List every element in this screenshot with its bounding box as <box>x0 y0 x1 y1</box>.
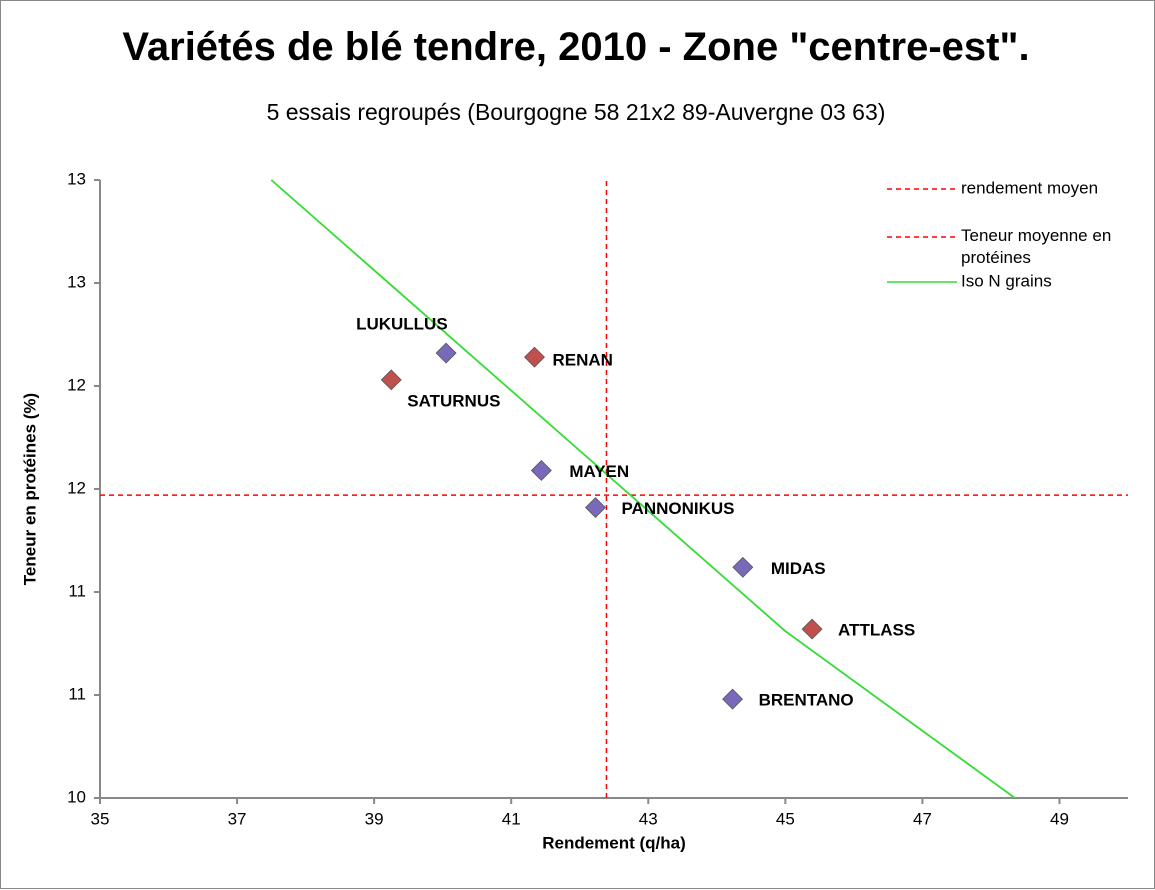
legend-label: Teneur moyenne en protéines <box>961 226 1111 267</box>
series-line <box>270 179 1016 799</box>
y-tick-label: 12 <box>67 478 86 497</box>
x-axis-title: Rendement (q/ha) <box>542 833 686 852</box>
x-tick-label: 49 <box>1050 809 1069 828</box>
point <box>530 459 552 481</box>
legend-label: Iso N grains <box>961 271 1052 290</box>
chart-subtitle: 5 essais regroupés (Bourgogne 58 21x2 89… <box>266 99 886 125</box>
point-label: ATTLASS <box>838 621 915 640</box>
point <box>380 369 402 391</box>
point-label: MAYEN <box>569 462 629 481</box>
x-tick-label: 45 <box>776 809 795 828</box>
point <box>801 618 823 640</box>
point <box>435 342 457 364</box>
x-tick-label: 35 <box>91 809 110 828</box>
y-tick-label: 13 <box>67 169 86 188</box>
title-block: Variétés de blé tendre, 2010 - Zone "cen… <box>121 19 1031 144</box>
point <box>585 497 606 519</box>
y-tick-label: 11 <box>68 581 86 600</box>
point <box>722 688 744 710</box>
y-axis-title: Teneur en protéines (%) <box>20 393 39 585</box>
point-label: LUKULLUS <box>356 315 448 334</box>
point-label: RENAN <box>553 351 613 370</box>
legend-label: rendement moyen <box>961 178 1098 197</box>
point-label: PANNONIKUS <box>621 499 734 518</box>
y-tick-label: 12 <box>67 375 86 394</box>
x-tick-label: 41 <box>502 809 521 828</box>
x-tick-label: 37 <box>228 809 247 828</box>
x-tick-label: 47 <box>913 809 932 828</box>
y-tick-label: 10 <box>67 787 86 806</box>
y-tick-label: 13 <box>67 272 86 291</box>
chart-title: Variétés de blé tendre, 2010 - Zone "cen… <box>122 25 1030 69</box>
point <box>732 556 754 578</box>
x-tick-label: 43 <box>639 809 658 828</box>
y-tick-label: 11 <box>68 684 86 703</box>
point <box>524 346 545 368</box>
point-label: SATURNUS <box>407 391 500 410</box>
point-label: BRENTANO <box>759 691 854 710</box>
x-tick-label: 39 <box>365 809 384 828</box>
point-label: MIDAS <box>771 559 826 578</box>
